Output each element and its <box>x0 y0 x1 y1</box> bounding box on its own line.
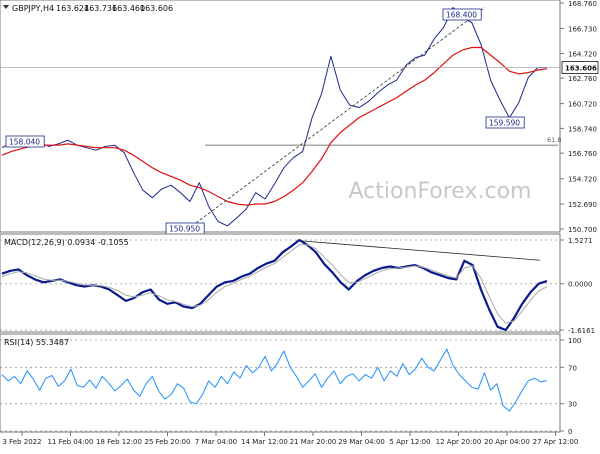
macd-panel-frame <box>0 234 560 332</box>
ohlc-values: 163.624 163.736 163.460 163.606 <box>56 4 173 13</box>
rsi-panel: 100 70 30 0 RSI(14) 55.3487 <box>0 334 581 436</box>
x-tick-label: 7 Mar 04:00 <box>195 438 237 446</box>
price-y-tick-label: 168.760 <box>568 0 597 8</box>
x-tick-label: 5 Apr 12:00 <box>389 438 430 446</box>
current-price-label: 163.606 <box>565 64 597 72</box>
x-tick-label: 11 Feb 04:00 <box>48 438 94 446</box>
x-tick-label: 3 Feb 2022 <box>2 438 41 446</box>
rsi-panel-title: RSI(14) 55.3487 <box>4 338 69 347</box>
x-tick-label: 12 Apr 20:00 <box>436 438 482 446</box>
price-y-tick-label: 166.730 <box>568 25 597 33</box>
x-tick-label: 27 Apr 12:00 <box>533 438 579 446</box>
macd-y-tick-label: 1.5271 <box>568 237 593 245</box>
watermark-text: ActionForex.com <box>349 179 532 204</box>
macd-y-tick-label: 0.0000 <box>568 281 593 289</box>
macd-y-tick-label: -1.6161 <box>568 327 595 335</box>
ohlc-close: 163.606 <box>140 4 173 13</box>
low-label-1: 158.040 <box>9 138 40 147</box>
rsi-y-tick-label: 100 <box>568 337 581 345</box>
price-y-tick-label: 152.690 <box>568 201 597 209</box>
price-y-tick-label: 160.720 <box>568 101 597 109</box>
rsi-y-tick-label: 0 <box>568 428 572 436</box>
price-y-tick-label: 162.760 <box>568 75 597 83</box>
fib-label: 61.8 <box>547 136 561 144</box>
x-tick-label: 25 Feb 20:00 <box>145 438 191 446</box>
price-y-tick-label: 164.720 <box>568 51 597 59</box>
price-y-tick-label: 150.700 <box>568 226 597 234</box>
low-label-3: 159.590 <box>489 119 520 128</box>
macd-panel-title: MACD(12,26,9) 0.0934 -0.1055 <box>4 238 129 247</box>
x-tick-label: 29 Mar 04:00 <box>338 438 385 446</box>
price-y-tick-label: 158.740 <box>568 125 597 133</box>
x-tick-label: 14 Mar 12:00 <box>241 438 288 446</box>
price-y-tick-label: 156.760 <box>568 150 597 158</box>
price-panel: ActionForex.com 168.760 166.730 164.720 162… <box>0 0 598 234</box>
high-label: 168.400 <box>446 11 477 20</box>
low-label-2: 150.950 <box>169 225 200 234</box>
rsi-panel-frame <box>0 334 560 432</box>
price-y-axis: 168.760 166.730 164.720 162.760 160.720 158.7… <box>560 0 597 234</box>
x-tick-label: 21 Mar 20:00 <box>290 438 337 446</box>
x-tick-label: 18 Feb 12:00 <box>96 438 142 446</box>
price-panel-title: GBPJPY,H4 <box>12 4 54 13</box>
macd-panel: 1.5271 0.0000 -1.6161 MACD(12,26,9) 0.0934… <box>0 234 595 335</box>
x-tick-label: 20 Apr 04:00 <box>484 438 530 446</box>
price-y-tick-label: 154.720 <box>568 176 597 184</box>
rsi-y-tick-label: 70 <box>568 364 577 372</box>
rsi-y-tick-label: 30 <box>568 401 577 409</box>
